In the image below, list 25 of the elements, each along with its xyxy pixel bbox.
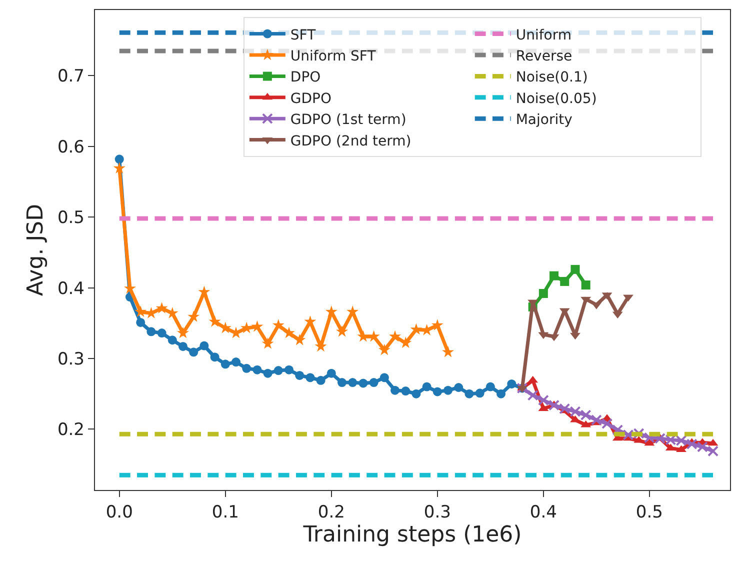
legend-label: Majority — [516, 112, 572, 128]
legend-label: Uniform — [516, 27, 572, 44]
y-tick-label: 0.2 — [57, 420, 84, 440]
legend-label: Reverse — [516, 48, 572, 64]
legend-label: GDPO (1st term) — [290, 112, 406, 128]
y-axis-title: Avg. JSD — [23, 204, 48, 296]
x-tick-label: 0.4 — [530, 502, 557, 522]
y-tick-label: 0.3 — [57, 349, 84, 370]
legend-label: Noise(0.1) — [516, 70, 588, 86]
y-tick-label: 0.4 — [57, 278, 84, 299]
legend-label: Uniform SFT — [290, 48, 376, 64]
x-tick-label: 0.5 — [636, 502, 663, 522]
y-tick-label: 0.5 — [57, 208, 84, 228]
x-tick-label: 0.2 — [318, 502, 345, 522]
legend-label: Noise(0.05) — [516, 90, 597, 107]
legend-label: SFT — [290, 27, 316, 44]
legend-label: GDPO (2nd term) — [290, 133, 412, 150]
x-axis-title: Training steps (1e6) — [302, 522, 522, 548]
x-tick-label: 0.0 — [106, 502, 133, 522]
x-tick-label: 0.3 — [424, 502, 451, 522]
legend-label: DPO — [290, 70, 321, 86]
y-tick-label: 0.6 — [57, 137, 84, 158]
y-tick-label: 0.7 — [57, 66, 84, 87]
legend-label: GDPO — [290, 90, 332, 107]
x-tick-label: 0.1 — [212, 502, 239, 522]
